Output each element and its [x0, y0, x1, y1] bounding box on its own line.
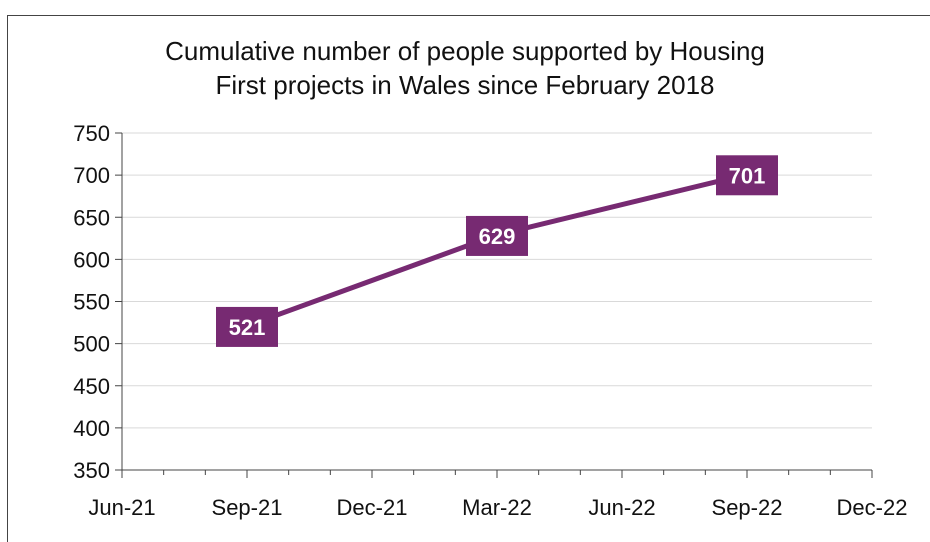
x-tick-label: Sep-21 [212, 495, 283, 520]
axes [115, 132, 873, 478]
x-tick-label: Dec-21 [337, 495, 408, 520]
y-tick-label: 750 [73, 121, 110, 146]
x-tick-label: Dec-22 [837, 495, 908, 520]
x-tick-label: Jun-22 [588, 495, 655, 520]
chart-title-line-1: Cumulative number of people supported by… [165, 36, 765, 66]
data-label: 629 [479, 224, 516, 249]
y-tick-label: 500 [73, 332, 110, 357]
chart-title: Cumulative number of people supported by… [0, 34, 930, 102]
y-tick-labels: 350 400 450 500 550 600 650 700 750 [73, 121, 110, 483]
y-tick-label: 550 [73, 290, 110, 315]
y-tick-label: 400 [73, 416, 110, 441]
y-tick-label: 450 [73, 374, 110, 399]
x-tick-label: Mar-22 [462, 495, 532, 520]
x-tick-label: Sep-22 [712, 495, 783, 520]
y-tick-label: 650 [73, 205, 110, 230]
chart-frame [7, 15, 930, 542]
data-label-box [216, 306, 278, 347]
y-tick-label: 700 [73, 163, 110, 188]
data-label-box [466, 215, 528, 256]
x-tick-labels: Jun-21 Sep-21 Dec-21 Mar-22 Jun-22 Sep-22 Dec-… [88, 495, 907, 520]
data-label: 701 [729, 163, 766, 188]
y-tick-label: 350 [73, 458, 110, 483]
data-label-box [716, 155, 778, 196]
chart-title-line-2: First projects in Wales since February 2… [215, 70, 715, 100]
data-labels: 521 629 701 [216, 155, 778, 347]
y-tick-label: 600 [73, 247, 110, 272]
x-tick-label: Jun-21 [88, 495, 155, 520]
data-label: 521 [229, 315, 266, 340]
